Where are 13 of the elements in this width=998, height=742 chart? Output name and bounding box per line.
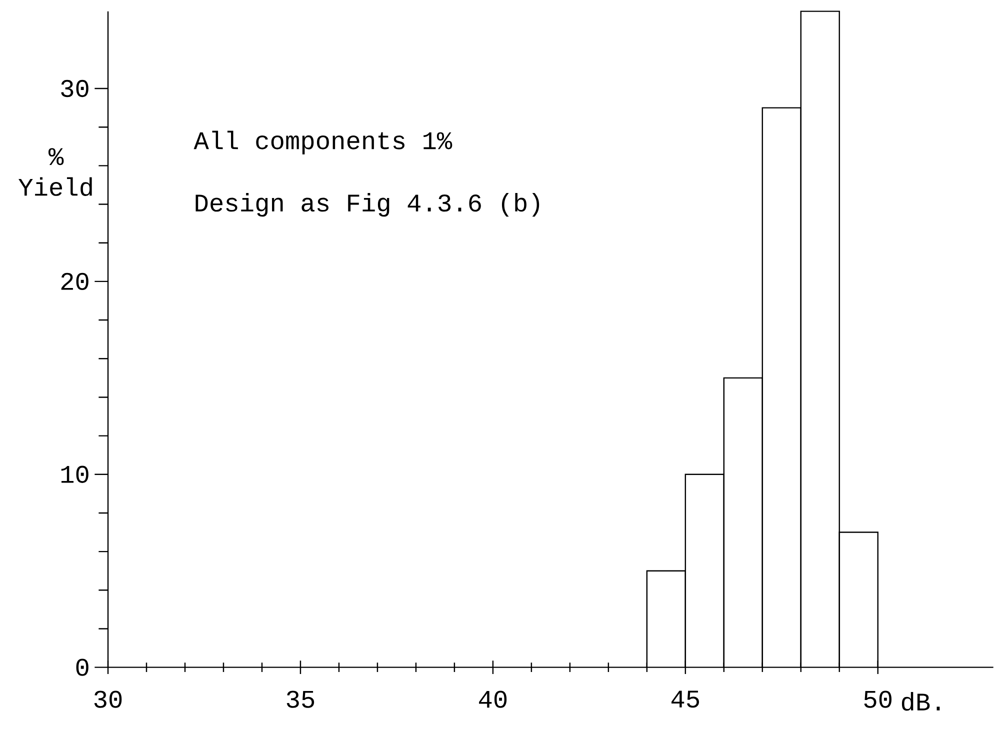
x-tick-label: 30	[94, 690, 122, 708]
y-tick-label: 30	[61, 80, 88, 98]
x-tick-label: 45	[671, 690, 699, 708]
annotation: All components 1%	[194, 130, 452, 154]
y-axis-title: % Yield	[18, 148, 92, 196]
annotation: Design as Fig 4.3.6 (b)	[196, 193, 540, 217]
y-tick-label: 20	[61, 272, 88, 290]
y-tick-label: 10	[61, 466, 88, 483]
x-tick-label: 50	[864, 690, 892, 708]
y-tick-label: 0	[76, 658, 88, 676]
x-axis-title: dB.	[902, 692, 940, 711]
x-tick-label: 35	[286, 690, 314, 708]
x-tick-label: 40	[479, 690, 507, 708]
